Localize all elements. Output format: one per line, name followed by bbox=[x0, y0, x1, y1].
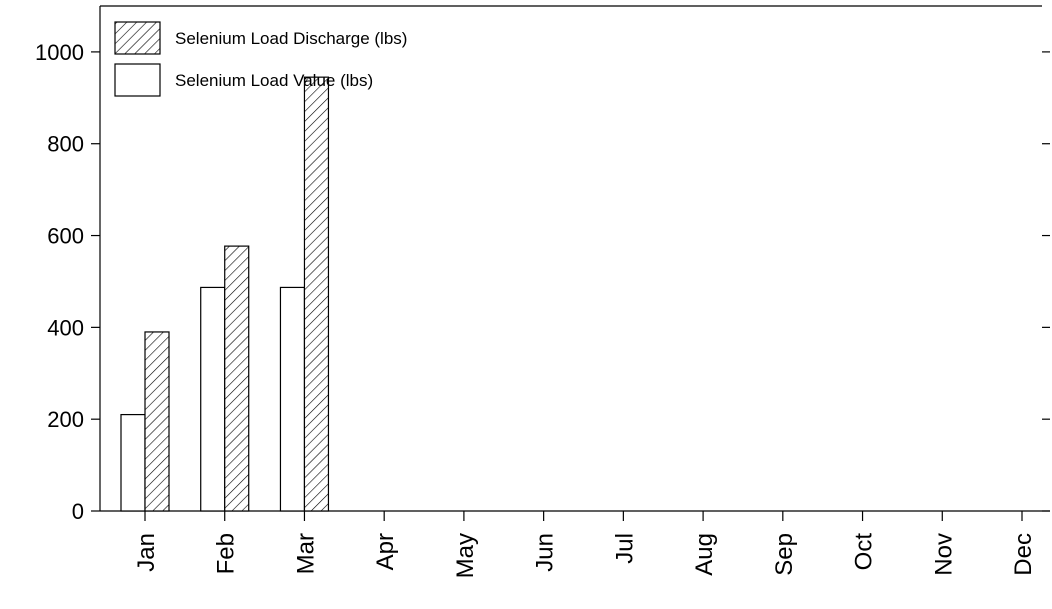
bar-selenium-load-discharge-mar bbox=[303, 76, 330, 512]
bars bbox=[120, 76, 330, 512]
x-tick-label: Aug bbox=[691, 533, 718, 576]
x-tick-label: Nov bbox=[930, 533, 957, 576]
x-tick-label: Jun bbox=[532, 533, 559, 572]
x-tick-label: Oct bbox=[851, 533, 878, 571]
legend: Selenium Load Discharge (lbs) Selenium Lo… bbox=[114, 21, 407, 97]
y-tick-label: 200 bbox=[47, 407, 84, 432]
bar-selenium-load-discharge-jan bbox=[144, 331, 170, 512]
x-tick-label: Dec bbox=[1010, 533, 1037, 576]
y-tick-label: 400 bbox=[47, 315, 84, 340]
x-tick-label: Apr bbox=[372, 533, 399, 570]
bar-selenium-load-discharge-feb bbox=[224, 245, 250, 512]
legend-swatch-discharge bbox=[114, 21, 161, 55]
bar-selenium-load-value-mar bbox=[279, 286, 306, 512]
x-tick-label: Jan bbox=[133, 533, 160, 572]
legend-label-discharge: Selenium Load Discharge (lbs) bbox=[175, 29, 407, 48]
x-tick-label: Mar bbox=[292, 533, 319, 574]
y-axis-ticks: 0 200 400 600 800 1000 bbox=[35, 40, 1050, 524]
legend-label-value: Selenium Load Value (lbs) bbox=[175, 71, 373, 90]
bar-selenium-load-value-jan bbox=[120, 413, 146, 512]
x-tick-label: May bbox=[452, 533, 479, 578]
bar-selenium-load-value-feb bbox=[200, 286, 226, 512]
axes bbox=[99, 5, 1050, 512]
x-tick-label: Feb bbox=[213, 533, 240, 574]
y-tick-label: 600 bbox=[47, 224, 84, 249]
legend-swatch-value bbox=[114, 63, 161, 97]
y-tick-label: 0 bbox=[72, 499, 84, 524]
y-tick-label: 1000 bbox=[35, 40, 84, 65]
x-tick-label: Sep bbox=[771, 533, 798, 576]
x-tick-label: Jul bbox=[611, 533, 638, 564]
x-axis-ticks: Jan Feb Mar Apr May Jun Jul Aug Sep Oct Nov Dec bbox=[133, 511, 1037, 578]
y-tick-label: 800 bbox=[47, 132, 84, 157]
